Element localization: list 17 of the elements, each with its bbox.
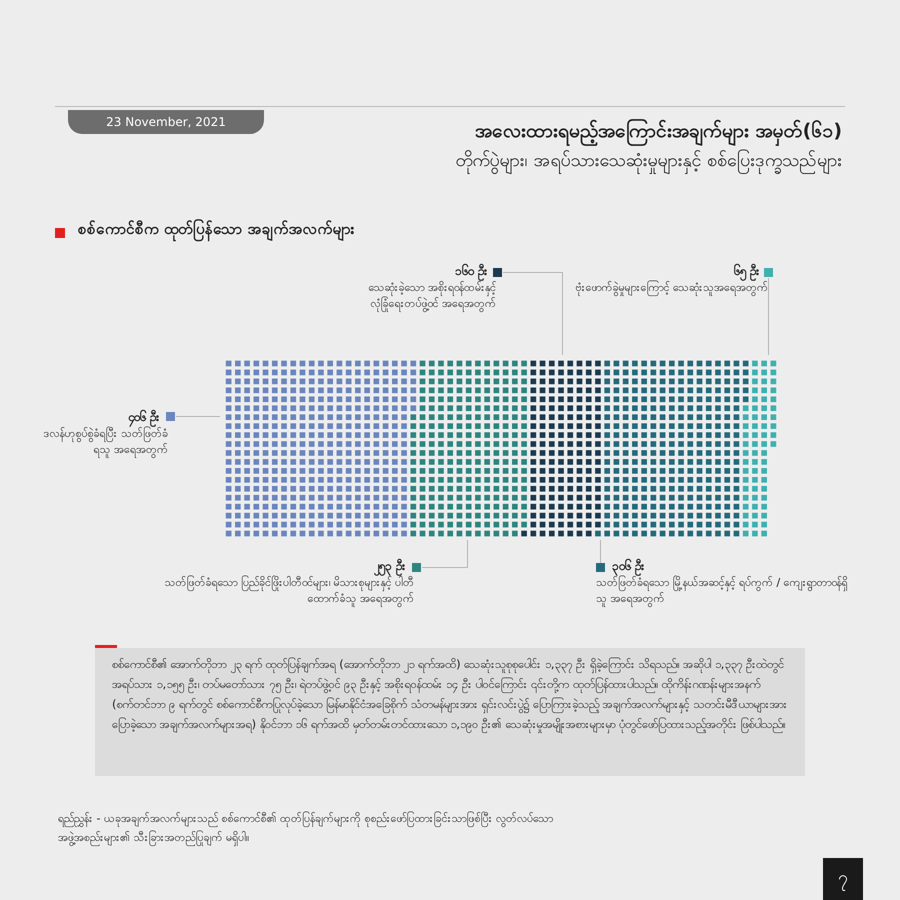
text: ၇ xyxy=(823,858,863,900)
data-label: ၂၅၃ ဦး xyxy=(372,558,406,575)
data-label: ၆၅ ဦး xyxy=(732,262,760,280)
data-label: ၃၀၆ ဦး xyxy=(612,558,646,575)
text: စစ်ကောင်စီက ထုတ်ပြန်သော အချက်အလက်များ xyxy=(78,219,356,241)
text: အလေးထားရမည့်အကြောင်းအချက်များ အမှတ်(၆၁) xyxy=(474,118,842,146)
text: 23 November, 2021 xyxy=(68,110,264,134)
category-label: သတ်ဖြတ်ခံရသော ပြည်ခိုင်ဖြိုးပါတီဝင်များ၊ မိသားစုများနှင့် ပါတီထောက်ခံသူ အရေအတွက် xyxy=(164,576,414,607)
text: တိုက်ပွဲများ၊ အရပ်သားသေဆုံးမှုများနှင့် စစ်ပြေးဒုက္ခသည်များ xyxy=(454,148,842,175)
text: စစ်ကောင်စီ၏ အောက်တိုဘာ ၂၃ ရက် ထုတ်ပြန်ချက်အရ (အောက်တိုဘာ ၂၁ ရက်အထိ) သေဆုံးသူစုစုပေါင်း ၁,၃၃၇ ဦး ရှိခဲ့ကြောင်း သိရသည်။ အဆိုပါ ၁,၃၃၇ ဦးထဲတွင် အရပ်သား ၁,၁၅၅ ဦး၊ တပ်မတော်သား ၇၅ ဦး၊ ရဲတပ်ဖွဲ့ဝင် ၉၃ ဦးနှင့် အစိုးရဝန်ထမ်း ၁၄ ဦး ပါဝင်ကြောင်း ၎င်းတို့က ထုတ်ပြန်ထားပါသည်။ ထိုကိန်းဂဏန်းများအနက် (စက်တင်ဘာ ၉ ရက်တွင် စစ်ကောင်စီကပြုလုပ်ခဲ့သော မြန်မာနိုင်ငံအခြေစိုက် သံတမန်များအား ရှင်းလင်းပွဲ၌ ပြောကြားခဲ့သည့် အချက်အလက်များနှင့် သတင်းမီဒီယာများအား ပြောခဲ့သော အချက်အလက်များအရ) နိုဝင်ဘာ ၁၆ ရက်အထိ မှတ်တမ်းတင်ထားသော ၁,၁၉၀ ဦး၏ သေဆုံးမှုအမျိုးအစားများမှာ ပုံတွင်ဖော်ပြထားသည့်အတိုင်း ဖြစ်ပါသည်။ xyxy=(112,656,788,734)
category-label: ဗုံးဖောက်ခွဲမှုများကြောင့် သေဆုံးသူအရေအတွက် xyxy=(574,280,768,296)
data-label: ၄၀၆ ဦး xyxy=(128,408,160,426)
category-label: ဒလန်ဟုစွပ်စွဲခံရပြီး သတ်ဖြတ်ခံရသူ အရေအတွက် xyxy=(42,426,168,458)
category-label: သတ်ဖြတ်ခံရသော မြို့နယ်အဆင့်နှင့် ရပ်ကွက် / ကျေးရွာတာဝန်ရှိသူ အရေအတွက် xyxy=(596,576,849,607)
data-label: ၁၆၀ ဦး xyxy=(454,262,488,280)
text: ရည်ညွှန်း - ယခုအချက်အလက်များသည် စစ်ကောင်စီ၏ ထုတ်ပြန်ချက်များကို စုစည်းဖော်ပြထားခြင်းသာဖြစ်ပြီး လွတ်လပ်သောအဖွဲ့အစည်းများ၏ သီးခြားအတည်ပြုချက် မရှိပါ။ xyxy=(58,810,554,848)
category-label: သေဆုံးခဲ့သော အစိုးရဝန်ထမ်းနှင့် လုံခြုံရေးတပ်ဖွဲ့ဝင် အရေအတွက် xyxy=(368,281,496,312)
